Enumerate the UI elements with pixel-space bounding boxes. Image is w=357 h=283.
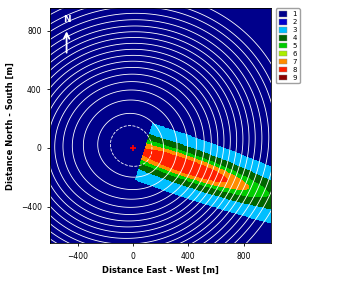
Legend: 1, 2, 3, 4, 5, 6, 7, 8, 9: 1, 2, 3, 4, 5, 6, 7, 8, 9: [276, 8, 300, 83]
X-axis label: Distance East - West [m]: Distance East - West [m]: [102, 266, 219, 275]
Text: N: N: [63, 15, 70, 24]
Y-axis label: Distance North - South [m]: Distance North - South [m]: [6, 62, 15, 190]
